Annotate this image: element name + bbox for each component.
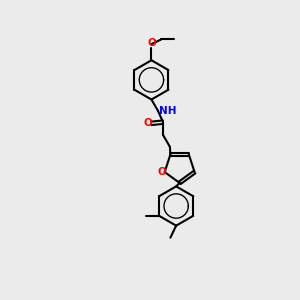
Text: NH: NH xyxy=(159,106,177,116)
Text: O: O xyxy=(147,38,156,48)
Text: O: O xyxy=(144,118,153,128)
Text: O: O xyxy=(158,167,166,177)
